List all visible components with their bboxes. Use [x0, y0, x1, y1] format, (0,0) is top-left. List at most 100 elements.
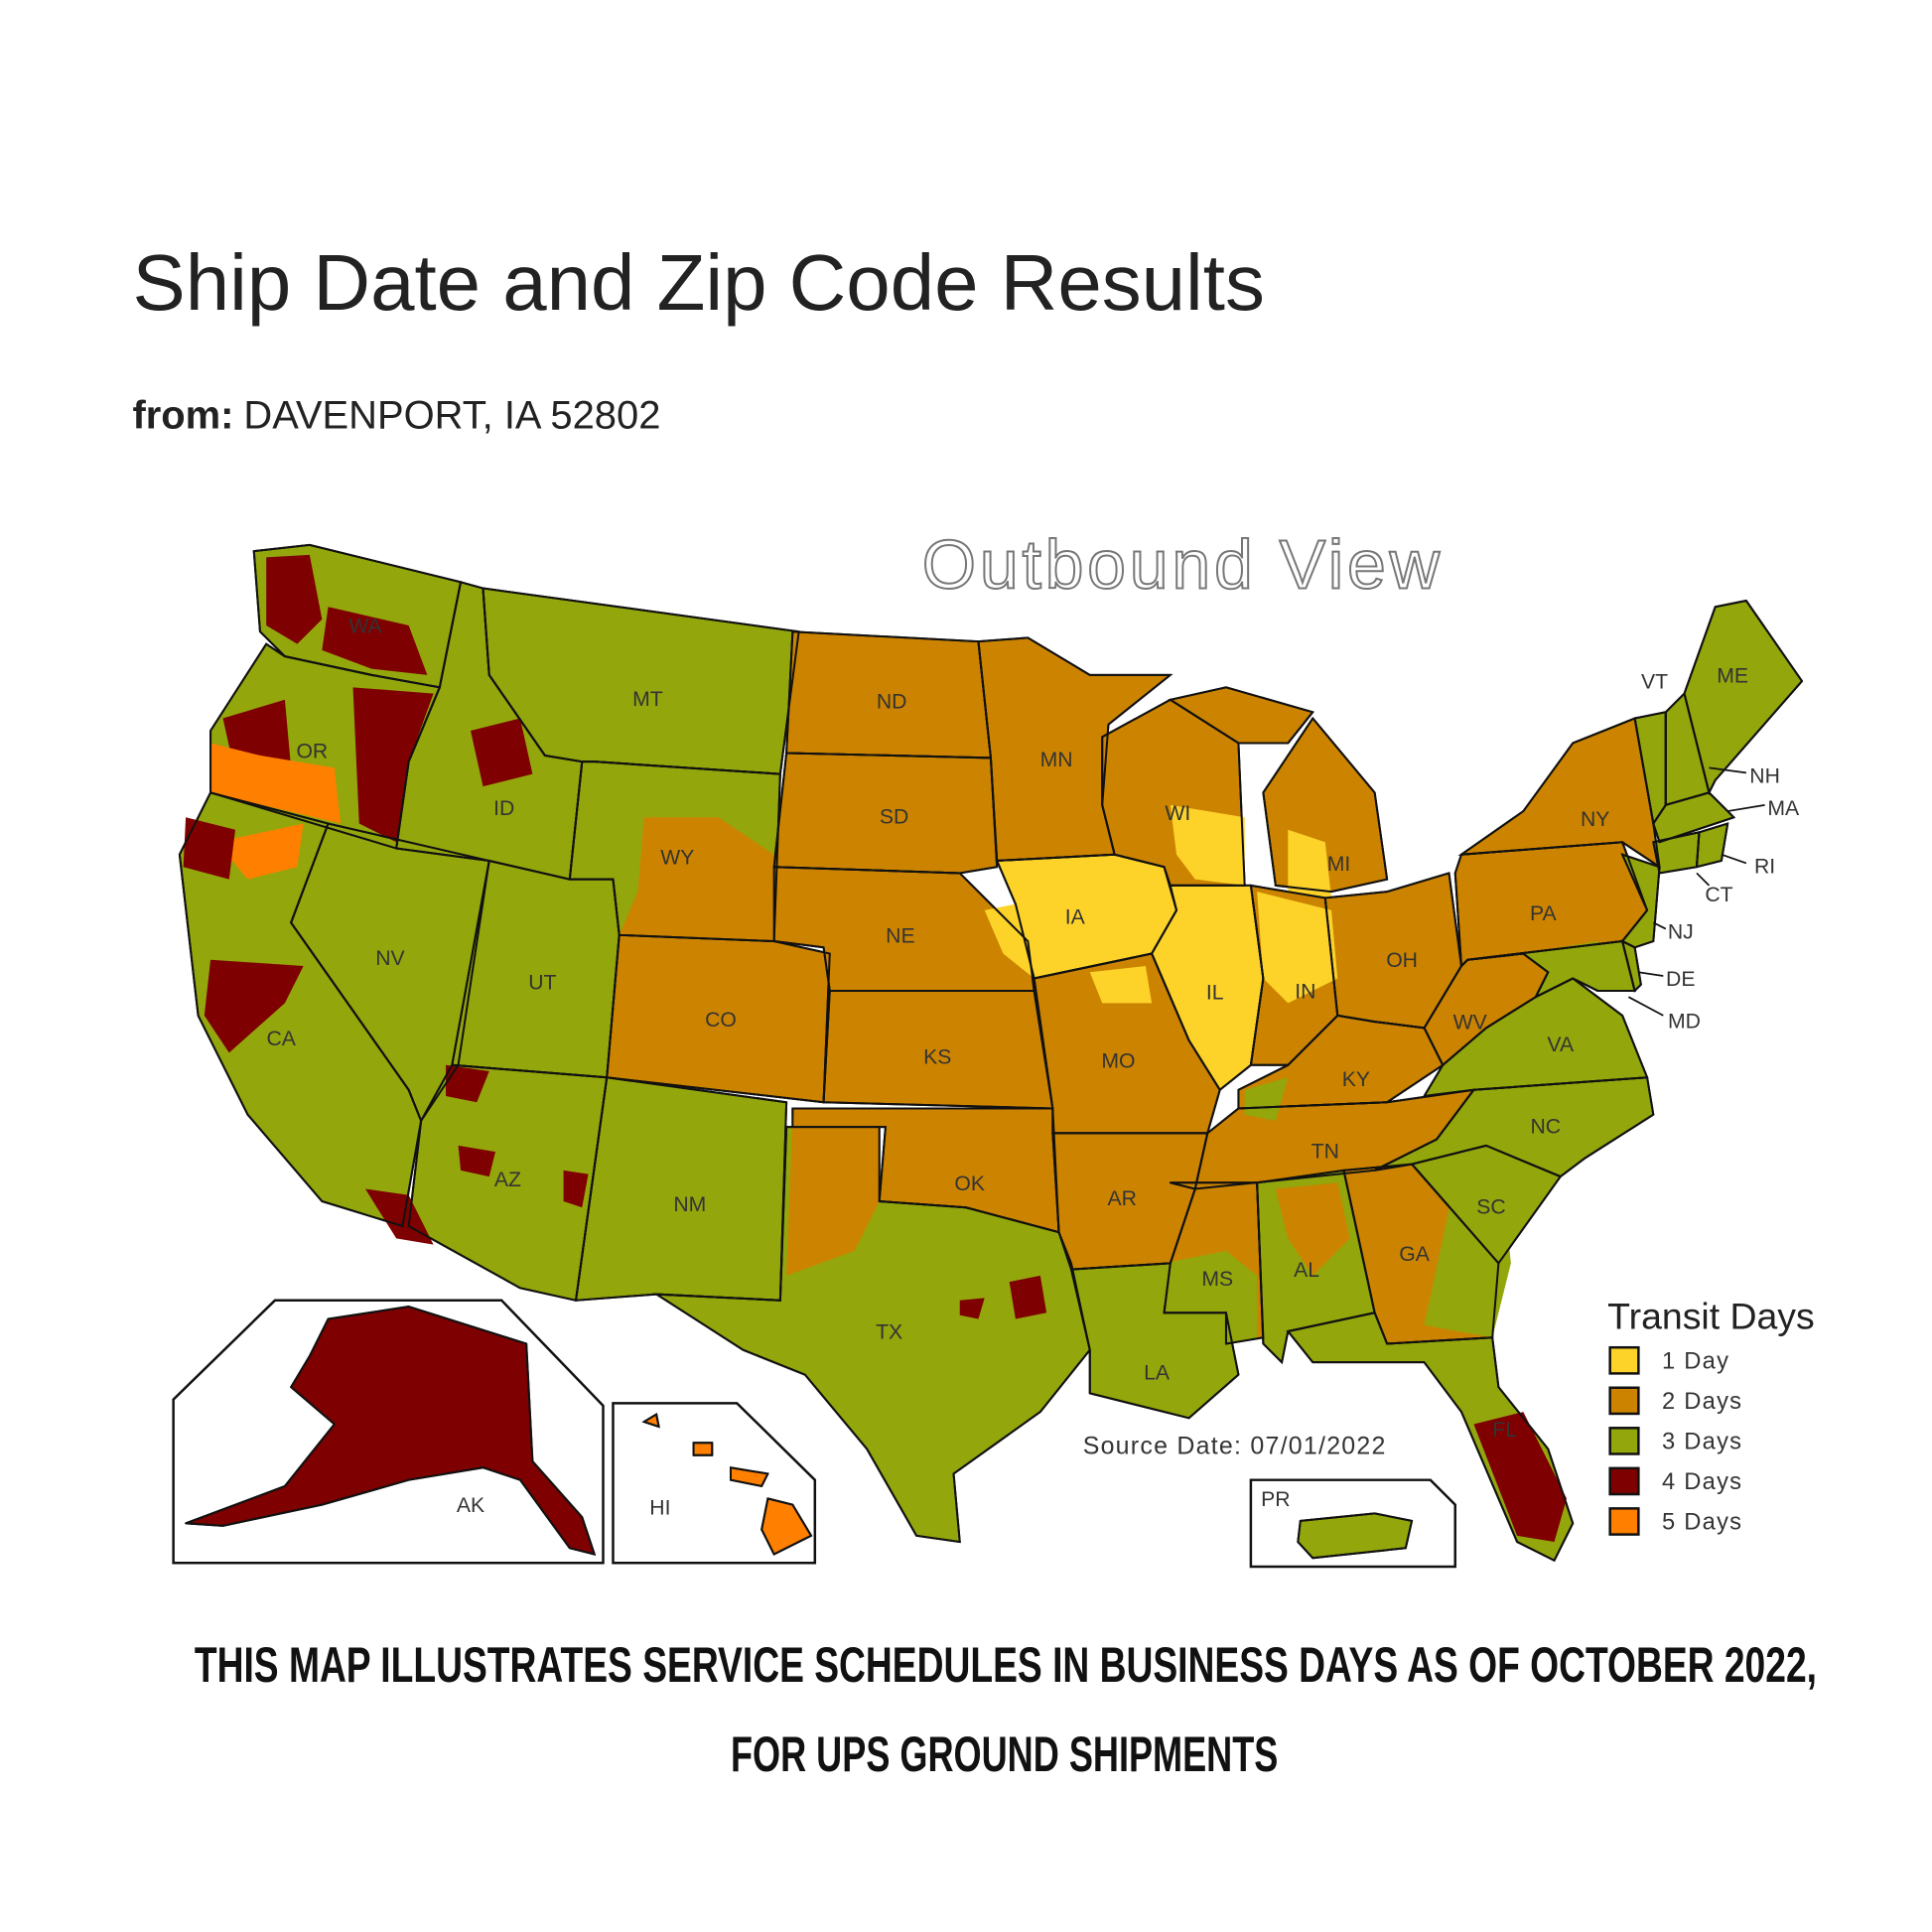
state-border — [772, 752, 999, 875]
state-label-nd: ND — [877, 691, 907, 714]
transit-zone-3-day — [1244, 1077, 1289, 1121]
state-label-ga: GA — [1399, 1243, 1430, 1266]
legend-swatch — [1608, 1386, 1640, 1416]
transit-zone-4-day — [458, 1145, 495, 1177]
state-label-il: IL — [1206, 982, 1224, 1005]
legend-item: 1 Day — [1608, 1345, 1728, 1375]
transit-zone-4-day — [322, 607, 428, 675]
transit-zone-2-day — [619, 817, 774, 942]
from-label: from: — [132, 394, 233, 438]
state-border — [1374, 1076, 1655, 1178]
state-label-md: MD — [1668, 1010, 1701, 1033]
state-ny[interactable] — [1459, 717, 1661, 869]
legend-label: 3 Days — [1662, 1429, 1742, 1454]
legend-label: 2 Days — [1662, 1389, 1742, 1415]
state-border — [1652, 791, 1736, 844]
state-border — [1168, 686, 1389, 894]
legend: Transit Days 1 Day 2 Days 3 Days 4 Days 5 Da… — [1607, 1295, 1815, 1536]
transit-zone-4-day — [446, 1064, 489, 1103]
state-border — [1695, 822, 1729, 869]
leader-line — [1727, 803, 1765, 812]
state-label-ny: NY — [1581, 808, 1609, 831]
state-shape[interactable] — [575, 1076, 788, 1302]
legend-item: 4 Days — [1608, 1466, 1742, 1496]
state-label-tn: TN — [1311, 1140, 1339, 1163]
state-label-ct: CT — [1705, 884, 1732, 906]
legend-swatch — [1608, 1345, 1640, 1375]
legend-label: 4 Days — [1662, 1469, 1742, 1495]
source-date: Source Date: 07/01/2022 — [1083, 1432, 1387, 1459]
state-label-ia: IA — [1065, 906, 1086, 929]
state-label-la: LA — [1144, 1362, 1171, 1385]
state-label-fl: FL — [1492, 1419, 1517, 1442]
state-label-ca: CA — [266, 1028, 296, 1050]
state-label-nm: NM — [673, 1193, 706, 1216]
state-border — [977, 636, 1173, 863]
state-label-ms: MS — [1201, 1268, 1233, 1291]
state-label-ok: OK — [954, 1173, 985, 1195]
state-label-ma: MA — [1767, 797, 1800, 820]
state-label-co: CO — [705, 1009, 737, 1032]
leader-line — [1627, 996, 1664, 1017]
transit-zone-4-day — [959, 1298, 985, 1319]
state-label-id: ID — [493, 797, 514, 820]
state-label-pr: PR — [1261, 1488, 1290, 1511]
state-border — [606, 933, 831, 1104]
leader-line — [1721, 853, 1747, 865]
transit-zone-2-day — [786, 1114, 880, 1276]
state-ri[interactable] — [1695, 822, 1729, 869]
legend-swatch — [1608, 1507, 1640, 1536]
leader-line — [1638, 971, 1664, 977]
transit-map: WA OR CA NV ID MT WY UT CO AZ NM ND SD NE KS OK TX MN IA MO… — [172, 543, 1804, 1569]
state-label-in: IN — [1295, 980, 1315, 1003]
state-label-ut: UT — [528, 972, 556, 995]
legend-label: 5 Days — [1662, 1510, 1742, 1536]
transit-zone-5-day — [216, 823, 304, 880]
state-label-nh: NH — [1749, 764, 1780, 787]
state-label-nj: NJ — [1668, 921, 1694, 944]
transit-zone-1-day — [1152, 885, 1258, 1016]
transit-zone-3-day — [1424, 1145, 1511, 1338]
leader-line — [1652, 921, 1667, 930]
state-label-pa: PA — [1530, 902, 1558, 925]
state-label-ak: AK — [457, 1494, 484, 1517]
legend-swatch — [1608, 1427, 1640, 1455]
transit-zone-1-day — [1170, 804, 1245, 886]
state-label-me: ME — [1717, 664, 1748, 687]
state-border — [1286, 1311, 1575, 1563]
state-label-mn: MN — [1040, 749, 1073, 771]
state-label-mt: MT — [632, 688, 663, 711]
state-label-al: AL — [1294, 1259, 1319, 1282]
legend-swatch — [1608, 1466, 1640, 1496]
leader-line — [1696, 872, 1711, 887]
state-label-va: VA — [1547, 1034, 1575, 1056]
state-shape[interactable] — [1695, 822, 1729, 869]
state-label-sd: SD — [880, 806, 908, 829]
state-label-vt: VT — [1641, 671, 1668, 694]
state-label-ne: NE — [886, 924, 914, 947]
state-label-wv: WV — [1453, 1012, 1488, 1035]
legend-item: 5 Days — [1608, 1507, 1742, 1536]
state-label-nc: NC — [1530, 1115, 1561, 1138]
leader-line — [1709, 766, 1747, 774]
transit-zone-4-day — [1473, 1412, 1568, 1543]
transit-zone-1-day — [984, 903, 1035, 979]
state-label-tx: TX — [876, 1320, 902, 1343]
state-label-ar: AR — [1107, 1187, 1136, 1210]
state-shape[interactable] — [1459, 717, 1661, 869]
state-border — [641, 1412, 813, 1556]
transit-zone-5-day — [210, 743, 342, 824]
state-border — [1297, 1512, 1414, 1560]
transit-zone-4-day — [204, 959, 304, 1053]
transit-zone-4-day — [1009, 1275, 1047, 1319]
state-label-de: DE — [1666, 968, 1695, 991]
state-label-wy: WY — [660, 847, 694, 870]
state-nm[interactable] — [575, 1076, 788, 1302]
from-value: DAVENPORT, IA 52802 — [243, 394, 660, 438]
state-border — [1620, 939, 1642, 993]
state-border — [652, 1126, 1091, 1544]
transit-zone-1-day — [1288, 829, 1331, 898]
state-label-sc: SC — [1476, 1195, 1505, 1218]
